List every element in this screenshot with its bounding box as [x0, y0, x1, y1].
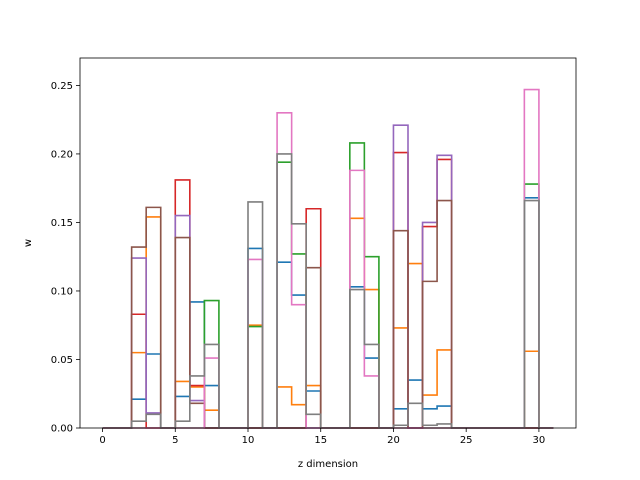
y-axis-label: w	[23, 239, 34, 247]
y-tick-label: 0.05	[51, 355, 73, 366]
y-tick-label: 0.15	[51, 218, 73, 229]
tick-layer: 0 5 10 15 20 25 30 0.00 0.05 0.10 0.15 0.20 0.25	[51, 81, 546, 446]
x-tick-label: 10	[242, 435, 255, 446]
y-tick-label: 0.25	[51, 81, 73, 92]
x-tick-label: 30	[533, 435, 546, 446]
x-tick-label: 0	[99, 435, 105, 446]
x-tick-label: 15	[314, 435, 327, 446]
x-tick-label: 20	[387, 435, 400, 446]
y-tick-label: 0.20	[51, 149, 73, 160]
x-tick-label: 5	[172, 435, 178, 446]
y-tick-label: 0.10	[51, 286, 73, 297]
x-axis-label: z dimension	[298, 459, 358, 470]
x-tick-label: 25	[460, 435, 473, 446]
axes-frame	[79, 57, 577, 429]
y-tick-label: 0.00	[51, 424, 73, 435]
